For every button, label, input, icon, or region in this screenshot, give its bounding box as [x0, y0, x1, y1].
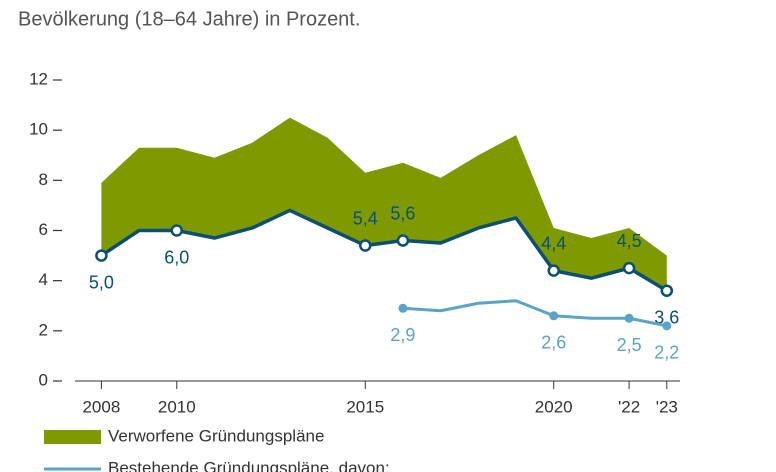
value-label: 2,9 [390, 325, 415, 345]
area [101, 117, 667, 291]
legend-swatch [44, 430, 101, 444]
line [100, 208, 668, 293]
value-label: 4,5 [617, 231, 642, 251]
point [662, 321, 672, 331]
y-tick-label: 6 [39, 220, 48, 239]
point [170, 224, 184, 237]
x-tick-label: 2015 [346, 397, 384, 416]
value-label: 5,0 [89, 272, 114, 292]
legend-label: Verworfene Gründungspläne [108, 426, 324, 445]
point [396, 234, 410, 247]
x-tick-label: 2010 [158, 397, 196, 416]
point [358, 239, 372, 252]
value-label: 4,4 [541, 233, 566, 253]
point [549, 311, 559, 321]
y-tick-label: 4 [39, 270, 48, 289]
x-tick-label: 2008 [82, 397, 120, 416]
point [624, 313, 634, 323]
point [547, 264, 560, 277]
value-label: 3,6 [654, 307, 679, 327]
point [398, 303, 408, 313]
y-tick-label: 10 [29, 120, 48, 139]
y-tick-label: 8 [39, 170, 48, 189]
y-tick-label: 0 [39, 370, 48, 389]
x-tick-label: '23 [656, 397, 678, 416]
value-label: 2,2 [654, 343, 679, 363]
y-tick-label: 12 [29, 69, 48, 88]
x-tick-label: '22 [618, 397, 640, 416]
chart-subtitle: Bevölkerung (18–64 Jahre) in Prozent. [18, 8, 360, 30]
point [622, 261, 636, 275]
value-label: 5,4 [353, 208, 378, 228]
y-tick-label: 2 [39, 320, 48, 339]
x-tick-label: 2020 [535, 397, 573, 416]
point [660, 284, 674, 297]
line [402, 299, 668, 328]
value-label: 5,6 [390, 203, 415, 223]
value-label: 2,5 [617, 335, 642, 355]
legend-label: Bestehende Gründungspläne, davon: [108, 458, 390, 472]
value-label: 6,0 [164, 247, 189, 267]
value-label: 2,6 [541, 333, 566, 353]
point [95, 249, 108, 262]
